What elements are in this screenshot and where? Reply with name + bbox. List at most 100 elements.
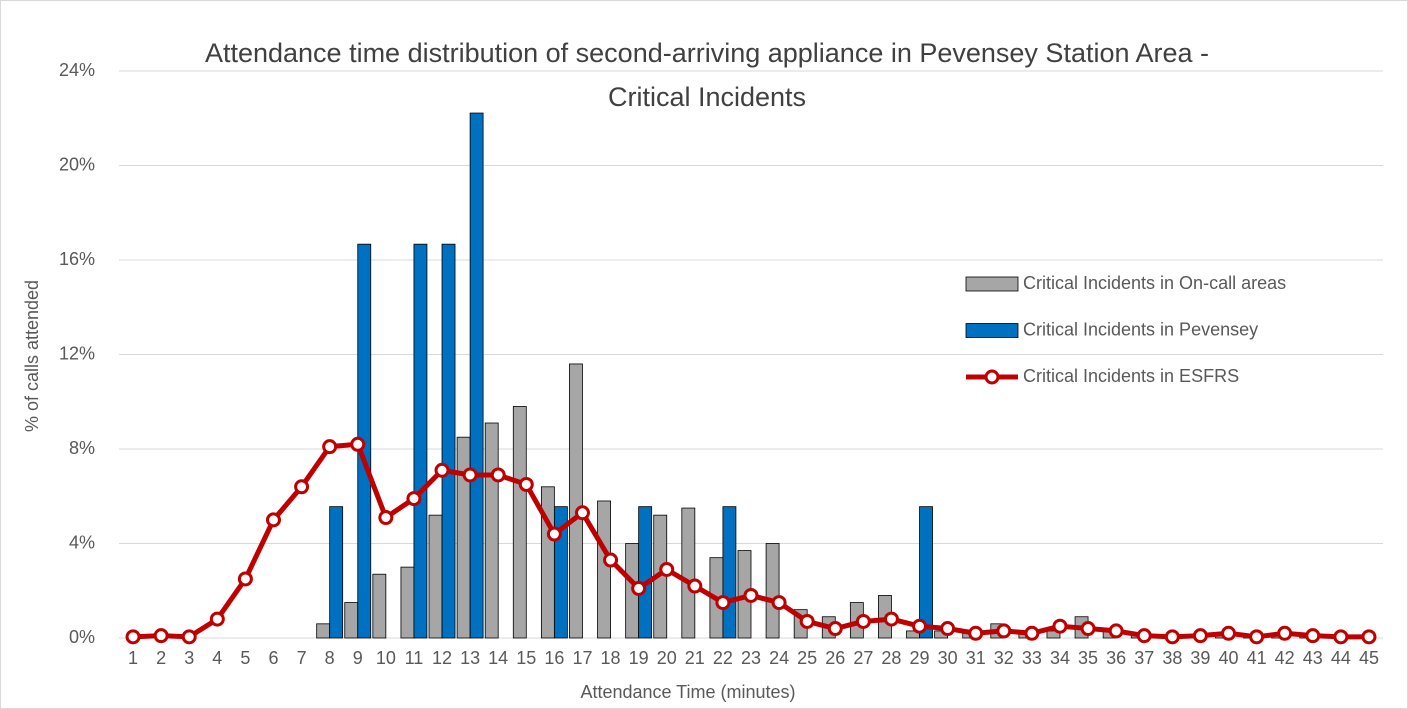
line-marker — [659, 561, 675, 577]
line-marker — [518, 476, 534, 492]
line-marker — [406, 491, 422, 507]
x-tick-label: 39 — [1190, 648, 1210, 668]
bar — [765, 543, 780, 639]
y-tick-label: 16% — [59, 249, 95, 269]
bar — [919, 506, 933, 639]
x-tick-label: 21 — [685, 648, 705, 668]
y-tick-label: 20% — [59, 154, 95, 174]
line-marker — [434, 462, 450, 478]
x-tick-label: 27 — [853, 648, 873, 668]
x-tick-label: 34 — [1050, 648, 1070, 668]
line-marker — [1361, 629, 1377, 645]
bar — [372, 573, 387, 639]
line-marker — [574, 505, 590, 521]
chart-title: Attendance time distribution of second-a… — [204, 38, 1210, 112]
x-tick-label: 20 — [657, 648, 677, 668]
line-marker — [265, 512, 281, 528]
x-tick-label: 44 — [1331, 648, 1351, 668]
line-marker — [546, 526, 562, 542]
line-marker — [855, 613, 871, 629]
x-tick-label: 6 — [268, 648, 278, 668]
x-tick-label: 45 — [1359, 648, 1379, 668]
bar — [638, 506, 653, 639]
line-marker — [153, 628, 169, 644]
line-marker — [631, 580, 647, 596]
y-tick-label: 4% — [69, 532, 95, 552]
line-marker — [1221, 625, 1237, 641]
line-marker — [462, 467, 478, 483]
line-marker — [1080, 621, 1096, 637]
x-tick-label: 22 — [713, 648, 733, 668]
x-tick-label: 17 — [572, 648, 592, 668]
x-tick-label: 13 — [460, 648, 480, 668]
bar — [569, 363, 583, 639]
legend-swatch — [965, 323, 1019, 338]
line-marker — [687, 578, 703, 594]
bar — [456, 436, 471, 639]
bar — [484, 422, 499, 639]
line-marker — [1024, 625, 1040, 641]
line-marker — [125, 629, 141, 645]
line-marker — [1249, 629, 1265, 645]
line-marker — [799, 613, 815, 629]
x-tick-label: 30 — [938, 648, 958, 668]
x-tick-label: 1 — [128, 648, 138, 668]
x-tick-label: 15 — [516, 648, 536, 668]
x-tick-label: 19 — [629, 648, 649, 668]
line-marker — [883, 611, 899, 627]
line-marker — [490, 467, 506, 483]
x-tick-label: 4 — [212, 648, 222, 668]
bar — [329, 506, 344, 639]
x-tick-label: 37 — [1134, 648, 1154, 668]
x-axis-title: Attendance Time (minutes) — [580, 682, 795, 702]
x-tick-label: 23 — [741, 648, 761, 668]
bar — [441, 243, 456, 639]
bar — [428, 514, 443, 639]
bar — [1046, 630, 1061, 639]
line-marker — [1136, 628, 1152, 644]
x-tick-label: 12 — [432, 648, 452, 668]
bar — [400, 566, 415, 639]
x-tick-label: 43 — [1303, 648, 1323, 668]
line-marker — [968, 625, 984, 641]
line-marker — [209, 611, 225, 627]
line-marker — [603, 552, 619, 568]
x-tick-label: 16 — [544, 648, 564, 668]
line-marker — [743, 587, 759, 603]
bar — [722, 506, 737, 639]
x-tick-label: 26 — [825, 648, 845, 668]
legend-marker — [984, 369, 1000, 385]
line-marker — [237, 571, 253, 587]
line-marker — [940, 621, 956, 637]
x-tick-label: 28 — [881, 648, 901, 668]
y-tick-label: 8% — [69, 438, 95, 458]
bar — [512, 406, 527, 639]
line-marker — [1192, 628, 1208, 644]
line-marker — [1333, 629, 1349, 645]
line-marker — [1108, 623, 1124, 639]
line-marker — [827, 621, 843, 637]
line-marker — [294, 479, 310, 495]
x-tick-label: 35 — [1078, 648, 1098, 668]
line-marker — [1305, 628, 1321, 644]
line-marker — [1052, 618, 1068, 634]
x-tick-label: 5 — [240, 648, 250, 668]
x-tick-label: 3 — [184, 648, 194, 668]
y-tick-label: 24% — [59, 60, 95, 80]
bar — [597, 500, 611, 639]
line-marker — [1277, 625, 1293, 641]
bar — [681, 507, 696, 639]
legend-swatch — [965, 276, 1019, 292]
line-marker — [322, 439, 338, 455]
bar — [469, 112, 484, 639]
bar — [316, 623, 331, 639]
x-tick-label: 36 — [1106, 648, 1126, 668]
x-tick-label: 24 — [769, 648, 789, 668]
x-tick-label: 40 — [1218, 648, 1238, 668]
x-tick-label: 18 — [601, 648, 621, 668]
x-tick-label: 38 — [1162, 648, 1182, 668]
x-tick-label: 7 — [297, 648, 307, 668]
line-marker — [378, 510, 394, 526]
